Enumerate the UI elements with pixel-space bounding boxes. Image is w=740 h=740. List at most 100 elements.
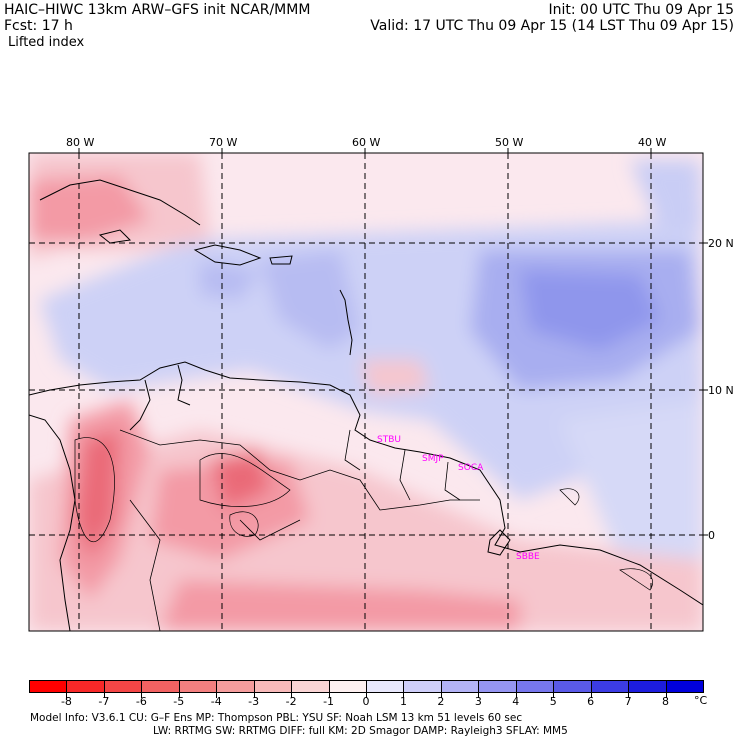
unstable-region-cuba: [29, 175, 150, 240]
hispaniola-coast: [193, 244, 262, 266]
colorbar-label: 5: [549, 695, 557, 708]
border-guyana: [344, 429, 361, 471]
stable-region-ne: [630, 160, 703, 230]
lesser-antilles: [339, 289, 353, 356]
colorbar-swatch: [628, 680, 667, 693]
colorbar-tick: [66, 693, 68, 698]
colorbar-label: -4: [210, 695, 222, 708]
border-venezuela-brazil: [239, 519, 301, 541]
border-fg: [444, 461, 461, 501]
colorbar-tick: [328, 693, 330, 698]
colorbar-label: 3: [474, 695, 482, 708]
colorbar-label: 1: [399, 695, 407, 708]
colorbar-swatch: [665, 680, 704, 693]
lat-label-20n: 20 N: [708, 237, 734, 250]
forecast-hour: Fcst: 17 h: [4, 18, 73, 34]
colorbar-label: -3: [248, 695, 260, 708]
colorbar-swatch: [216, 680, 255, 693]
lon-label-60w: 60 W: [352, 136, 381, 149]
marajo-coast: [487, 529, 511, 556]
colorbar-swatch: [66, 680, 105, 693]
contour-5: [619, 568, 653, 591]
field-name: Lifted index: [8, 35, 85, 50]
station-label-sbbe: SBBE: [516, 552, 540, 562]
colorbar-swatch: [141, 680, 180, 693]
colorbar-label: -1: [323, 695, 335, 708]
colorbar-tick: [178, 693, 180, 698]
south-america-coast: [29, 361, 703, 606]
station-label-stbu: STBU: [377, 435, 401, 445]
top-ticks: [78, 148, 708, 536]
lon-label-40w: 40 W: [638, 136, 667, 149]
colorbar-label: 7: [624, 695, 632, 708]
stable-region-se: [560, 400, 703, 560]
colorbar-swatch: [178, 680, 218, 693]
border-colombia-peru: [129, 499, 161, 631]
colorbar-label: 8: [662, 695, 670, 708]
colorbar-tick: [478, 693, 480, 698]
colorbar-label: 2: [437, 695, 445, 708]
colorbar-tick: [628, 693, 630, 698]
unstable-region-andes-core: [75, 430, 120, 560]
colorbar-tick: [440, 693, 442, 698]
colorbar-swatch: [291, 680, 330, 693]
contour-4: [559, 488, 580, 506]
colorbar-tick: [590, 693, 592, 698]
colorbar-label: -2: [285, 695, 297, 708]
field-layer: [29, 153, 703, 631]
stable-region-hispaniola: [200, 260, 260, 300]
colorbar-label: -8: [60, 695, 72, 708]
colorbar-swatch: [478, 680, 517, 693]
colorbar-unit: °C: [694, 694, 708, 707]
colorbar-tick: [553, 693, 555, 698]
colorbar-tick: [665, 693, 667, 698]
colorbar-tick: [515, 693, 517, 698]
colombia-coast: [129, 379, 151, 431]
colorbar-label: 6: [587, 695, 595, 708]
colorbar-tick: [291, 693, 293, 698]
unstable-region-core2: [210, 450, 270, 510]
colorbar-label: -6: [135, 695, 147, 708]
contour-2: [74, 437, 115, 543]
colorbar-swatch: [515, 680, 555, 693]
unstable-region-central: [360, 360, 430, 395]
jamaica-coast: [98, 229, 132, 244]
map-frame: [28, 152, 704, 632]
colorbar-tick: [366, 693, 367, 698]
colorbar-tick: [253, 693, 255, 698]
colorbar-swatch: [29, 680, 68, 693]
init-time: Init: 00 UTC Thu 09 Apr 15: [548, 2, 734, 18]
colorbar-tick: [141, 693, 143, 698]
border-north: [119, 429, 480, 511]
graticule: [29, 153, 703, 631]
cuba-coast: [39, 179, 201, 226]
colorbar-tick: [103, 693, 105, 698]
lon-label-50w: 50 W: [495, 136, 524, 149]
station-label-soca: SOCA: [458, 463, 484, 473]
colorbar-swatch: [366, 680, 405, 693]
lon-label-70w: 70 W: [209, 136, 238, 149]
lon-label-80w: 80 W: [66, 136, 95, 149]
valid-time: Valid: 17 UTC Thu 09 Apr 15 (14 LST Thu …: [370, 18, 734, 34]
stable-region-antilles: [260, 250, 360, 350]
colorbar-swatch: [553, 680, 592, 693]
colorbar-label: -7: [98, 695, 110, 708]
colorbar-swatch: [590, 680, 630, 693]
lat-label-10n: 10 N: [708, 384, 734, 397]
station-label-smjp: SMJP: [422, 454, 444, 464]
colorbar-label: 4: [512, 695, 520, 708]
model-info-line2: LW: RRTMG SW: RRTMG DIFF: full KM: 2D Sm…: [153, 725, 568, 737]
border-suriname: [399, 449, 411, 501]
lat-label-0: 0: [708, 529, 715, 542]
model-title: HAIC–HIWC 13km ARW–GFS init NCAR/MMM: [4, 2, 311, 18]
puerto-rico-coast: [269, 255, 293, 265]
unstable-region-amazon: [160, 580, 520, 631]
colorbar-swatch: [403, 680, 442, 693]
colorbar-label: 0: [362, 695, 370, 708]
country-borders: [119, 429, 480, 631]
colorbar-tick: [403, 693, 405, 698]
colorbar-label: -5: [173, 695, 185, 708]
model-info-line1: Model Info: V3.6.1 CU: G–F Ens MP: Thomp…: [30, 712, 523, 724]
colorbar-tick: [216, 693, 218, 698]
stable-region-strong: [520, 270, 660, 350]
